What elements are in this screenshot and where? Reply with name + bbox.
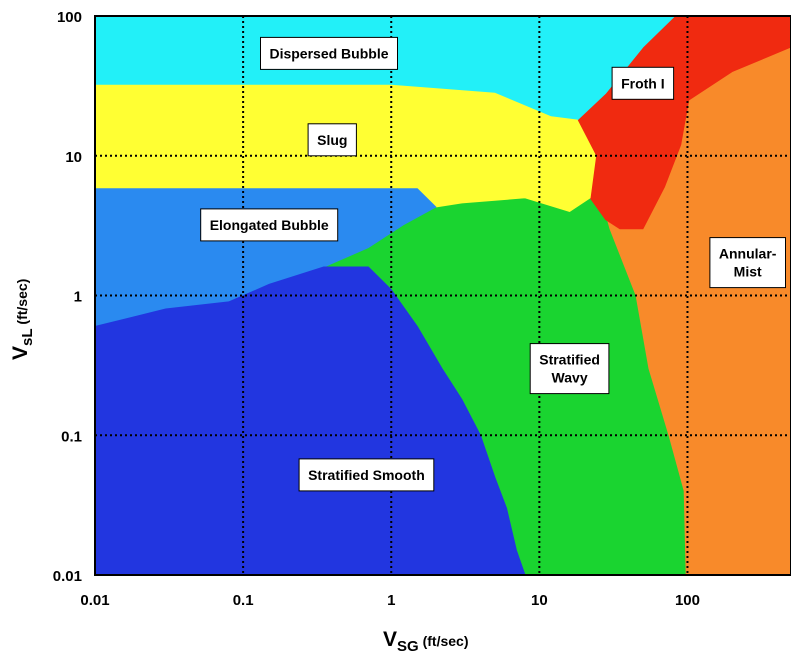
label-text: Dispersed Bubble <box>269 45 388 61</box>
label-text: Mist <box>734 264 762 280</box>
y-tick-label: 0.01 <box>53 568 82 585</box>
x-axis-label-unit: (ft/sec) <box>419 633 469 649</box>
x-tick-label: 1 <box>387 592 395 609</box>
region-label-stratified-smooth: Stratified Smooth <box>298 458 435 492</box>
label-text: Slug <box>317 132 347 148</box>
region-stratified-smooth <box>94 266 526 576</box>
y-tick-label: 10 <box>65 149 82 166</box>
region-labels: Dispersed Bubble Slug Elongated Bubble Frot… <box>200 36 787 492</box>
y-tick-label: 1 <box>74 289 82 306</box>
y-axis-label-unit: (ft/sec) <box>14 279 30 329</box>
label-box <box>200 208 339 242</box>
plot-frame <box>94 15 791 576</box>
region-label-slug: Slug <box>307 123 357 157</box>
x-tick-label: 10 <box>531 592 548 609</box>
y-tick-labels: 0.01 0.1 1 10 100 <box>53 9 82 585</box>
label-box <box>709 237 787 289</box>
label-text: Stratified Smooth <box>308 467 425 483</box>
region-label-dispersed-bubble: Dispersed Bubble <box>260 36 398 70</box>
label-text: Froth I <box>621 75 665 91</box>
label-box <box>307 123 357 157</box>
x-tick-label: 0.1 <box>233 592 254 609</box>
x-axis-label: VSG (ft/sec) <box>383 628 469 655</box>
label-box <box>611 66 675 100</box>
y-tick-label: 0.1 <box>61 428 82 445</box>
y-axis-label-main: V <box>9 346 32 360</box>
region-label-stratified-wavy: Stratified Wavy <box>529 343 610 395</box>
label-text: Wavy <box>552 370 588 386</box>
label-box <box>298 458 435 492</box>
x-tick-label: 0.01 <box>80 592 109 609</box>
label-box <box>529 343 610 395</box>
y-axis-label-sub: sL <box>19 328 36 346</box>
x-tick-labels: 0.01 0.1 1 10 100 <box>80 592 700 609</box>
label-box <box>260 36 398 70</box>
label-text: Annular- <box>719 246 777 262</box>
x-axis-label-sub: SG <box>397 638 419 655</box>
y-axis-label: VsL (ft/sec) <box>9 279 36 360</box>
label-text: Stratified <box>539 352 600 368</box>
region-label-froth-i: Froth I <box>611 66 675 100</box>
label-text: Elongated Bubble <box>210 217 329 233</box>
region-label-elongated-bubble: Elongated Bubble <box>200 208 339 242</box>
x-tick-label: 100 <box>675 592 700 609</box>
y-tick-label: 100 <box>57 9 82 26</box>
x-axis-label-main: V <box>383 628 397 651</box>
region-label-annular-mist: Annular- Mist <box>709 237 787 289</box>
